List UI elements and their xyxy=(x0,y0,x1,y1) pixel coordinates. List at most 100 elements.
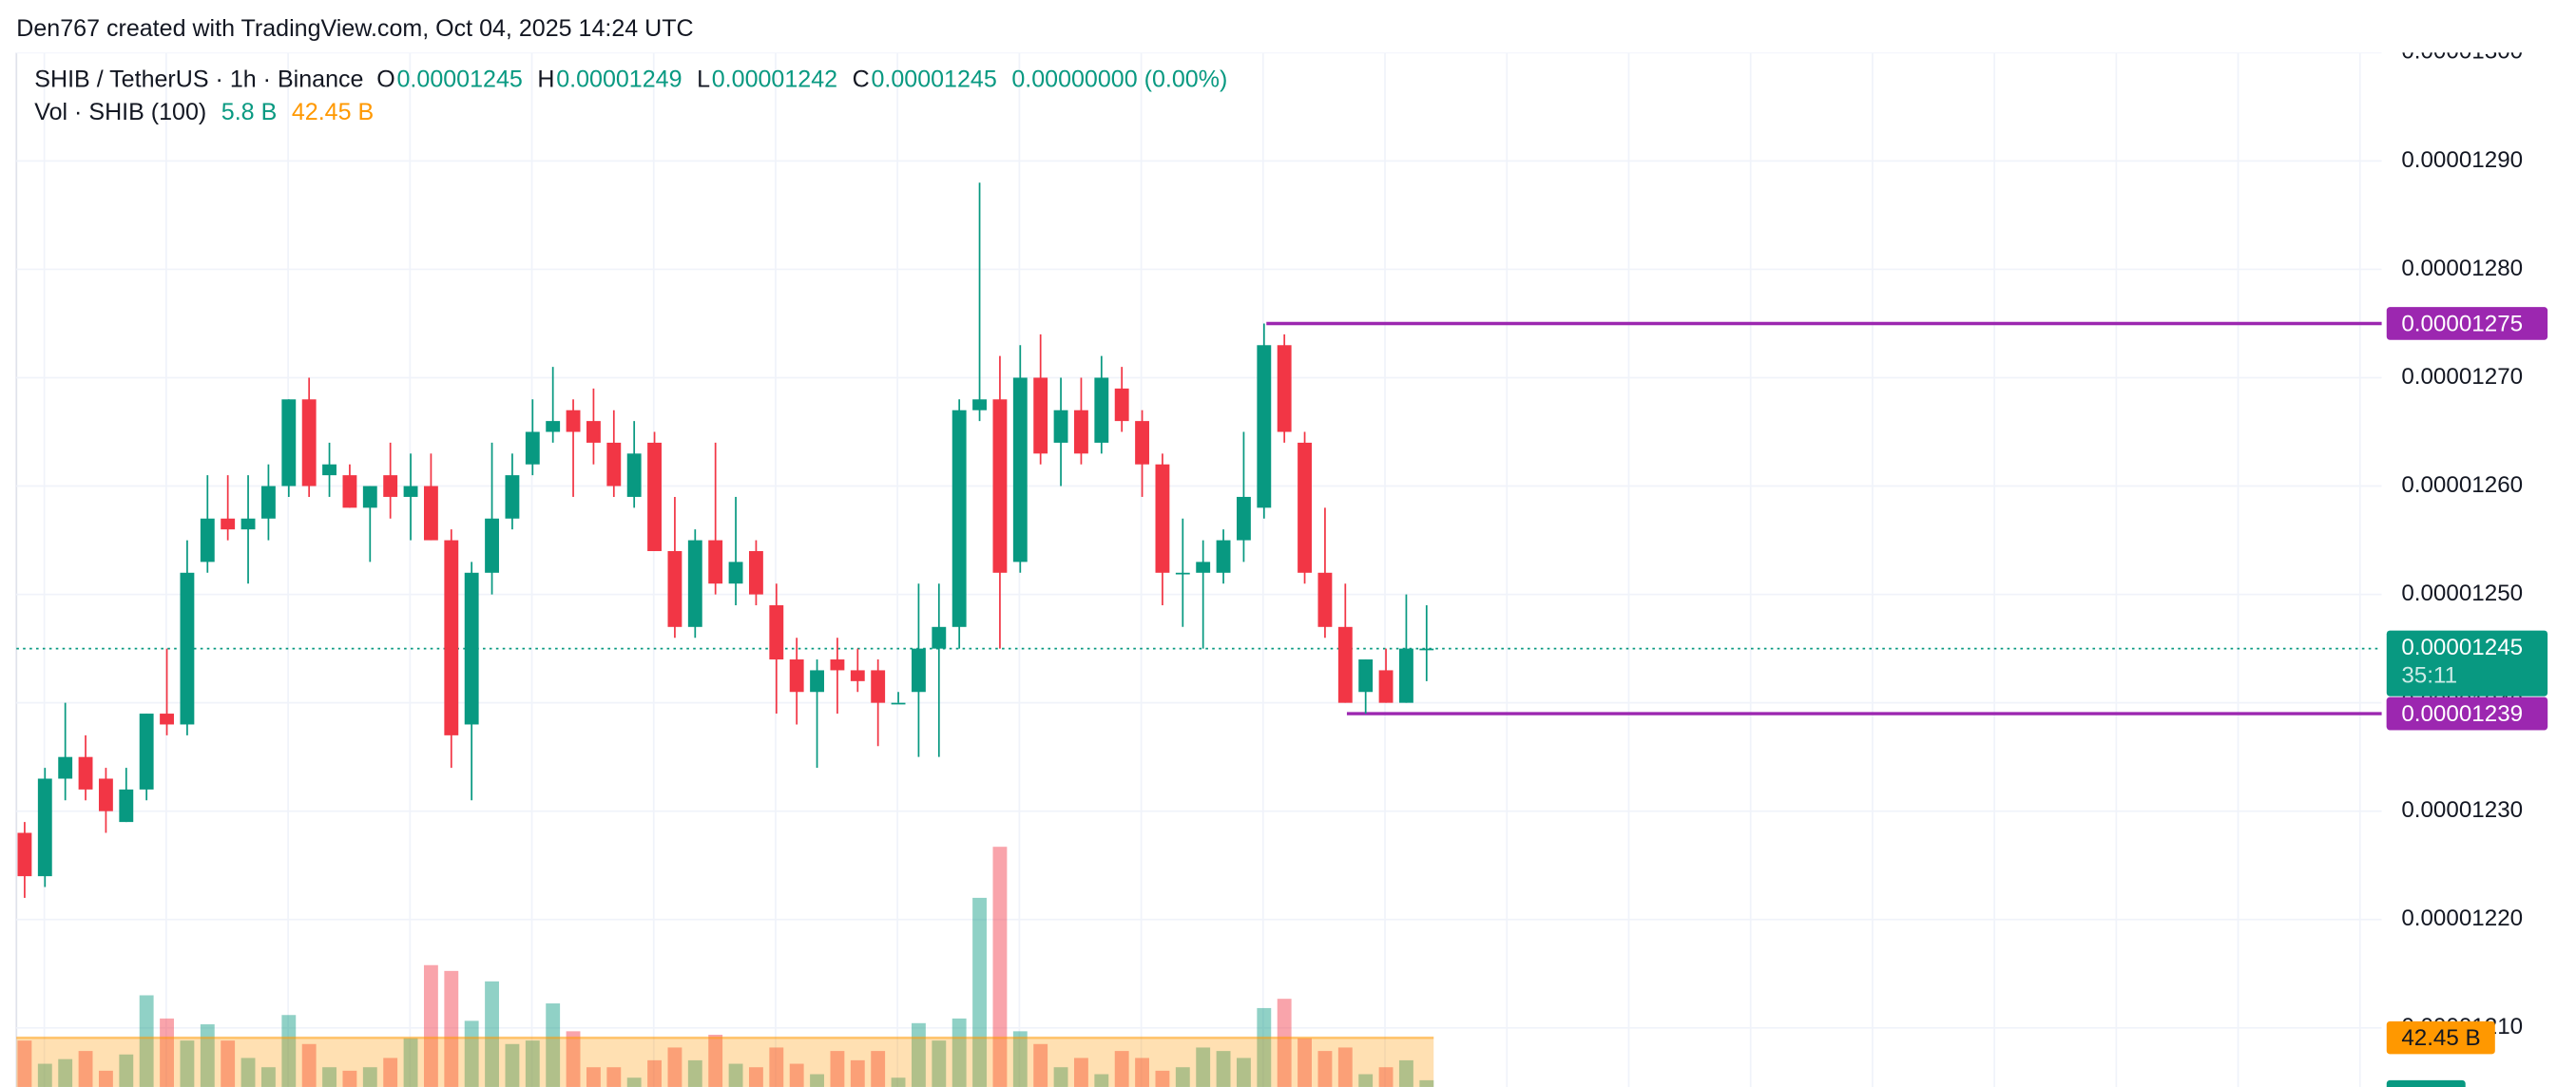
candle-body xyxy=(1358,659,1374,693)
header-bar xyxy=(0,0,2576,53)
volume-bar xyxy=(260,1067,276,1087)
axis-layer: 0.000012100.000012200.000012300.00001240… xyxy=(2386,39,2548,1087)
volume-bar xyxy=(789,1063,804,1087)
candle-body xyxy=(423,486,438,541)
volume-bar xyxy=(505,1043,520,1087)
candle-body xyxy=(1216,540,1231,573)
level-tag-label: 0.00001275 xyxy=(2401,312,2523,337)
candle-body xyxy=(1033,377,1048,454)
y-tick-label: 0.00001220 xyxy=(2401,906,2523,931)
candle-body xyxy=(525,431,540,465)
volume-bar xyxy=(383,1058,398,1087)
volume-bar xyxy=(1399,1059,1413,1087)
volume-bar xyxy=(322,1067,336,1087)
volume-bar xyxy=(1094,1074,1109,1087)
volume-bar xyxy=(119,1054,134,1087)
volume-bar xyxy=(1358,1074,1374,1087)
volume-bar xyxy=(98,1070,113,1087)
volume-bar xyxy=(667,1047,682,1087)
volume-bar xyxy=(342,1070,357,1087)
plot-area xyxy=(15,51,2387,1087)
volume-ma-tag-label: 42.45 B xyxy=(2401,1025,2480,1051)
volume-bar xyxy=(1175,1067,1190,1087)
candle-body xyxy=(1114,388,1129,422)
volume-bar xyxy=(728,1063,743,1087)
volume-bar xyxy=(708,1035,723,1087)
candle-body xyxy=(566,410,581,432)
candle-body xyxy=(1155,464,1170,573)
y-tick-label: 0.00001280 xyxy=(2401,256,2523,281)
volume-bar xyxy=(200,1024,215,1087)
volume-bar xyxy=(423,964,438,1087)
volume-ma-tag xyxy=(2386,1020,2495,1055)
volume-bar xyxy=(1237,1058,1251,1087)
candle-body xyxy=(260,486,276,519)
candle-body xyxy=(119,789,134,823)
y-tick-label: 0.00001290 xyxy=(2401,147,2523,173)
candle-body xyxy=(1073,410,1088,454)
volume-bar xyxy=(586,1067,601,1087)
volume-bar xyxy=(444,970,459,1087)
volume-bar xyxy=(37,1063,52,1087)
volume-bar xyxy=(1317,1051,1333,1087)
candle-body xyxy=(1196,562,1211,573)
volume-bar xyxy=(221,1040,236,1087)
y-tick-label: 0.00001270 xyxy=(2401,364,2523,390)
candle-body xyxy=(546,421,561,432)
volume-bar xyxy=(1337,1047,1353,1087)
candle-body xyxy=(992,399,1008,573)
volume-bar xyxy=(992,847,1008,1087)
candle-body xyxy=(1237,496,1251,541)
candle-body xyxy=(1012,377,1028,563)
volume-bar xyxy=(871,1051,886,1087)
last-price-tag xyxy=(2386,630,2548,696)
candle-body xyxy=(301,399,317,486)
volume-bar xyxy=(403,1038,418,1087)
volume-bar xyxy=(769,1047,784,1087)
legend-l: 0.00001242 xyxy=(712,66,837,92)
candle-body xyxy=(505,475,520,519)
candle-body xyxy=(728,562,743,584)
volume-bar xyxy=(1419,1079,1434,1087)
candle-body xyxy=(789,659,804,693)
y-tick-label: 0.00001230 xyxy=(2401,797,2523,823)
volume-bar xyxy=(1155,1070,1170,1087)
volume-bar xyxy=(525,1040,540,1087)
candle-body xyxy=(221,518,236,530)
legend-h-label: H xyxy=(537,66,554,92)
candle-body xyxy=(78,756,93,790)
volume-bar xyxy=(362,1067,377,1087)
candle-body xyxy=(322,464,336,476)
credit: Den767 created with TradingView.com, Oct… xyxy=(16,15,693,42)
volume-bar xyxy=(687,1059,702,1087)
candle-body xyxy=(281,399,297,486)
candle-body xyxy=(850,670,865,681)
legend-symbol: SHIB / TetherUS · 1h · Binance xyxy=(34,66,363,92)
candle-body xyxy=(403,486,418,497)
volume-bar xyxy=(301,1043,317,1087)
candle-body xyxy=(830,659,845,671)
legend-c-label: C xyxy=(853,66,870,92)
volume-bar xyxy=(78,1051,93,1087)
volume-bar xyxy=(1298,1038,1312,1087)
candle-body xyxy=(1298,442,1312,573)
candle-body xyxy=(180,572,195,725)
candle-body xyxy=(1277,345,1292,432)
candle-body xyxy=(748,550,763,595)
candle-body xyxy=(1317,572,1333,627)
volume-bar xyxy=(546,1003,561,1087)
level-tag xyxy=(2386,307,2548,340)
volume-bar xyxy=(1033,1043,1048,1087)
candle-body xyxy=(444,540,459,735)
candle-body xyxy=(1175,572,1190,575)
y-tick-label: 0.00001260 xyxy=(2401,472,2523,498)
volume-bar xyxy=(1053,1067,1068,1087)
volume-bar xyxy=(952,1018,967,1087)
candle-body xyxy=(647,442,662,551)
volume-bar xyxy=(180,1040,195,1087)
volume-bar xyxy=(160,1018,174,1087)
candle-body xyxy=(810,670,824,693)
y-tick-label: 0.00001250 xyxy=(2401,581,2523,606)
candle-body xyxy=(362,486,377,508)
